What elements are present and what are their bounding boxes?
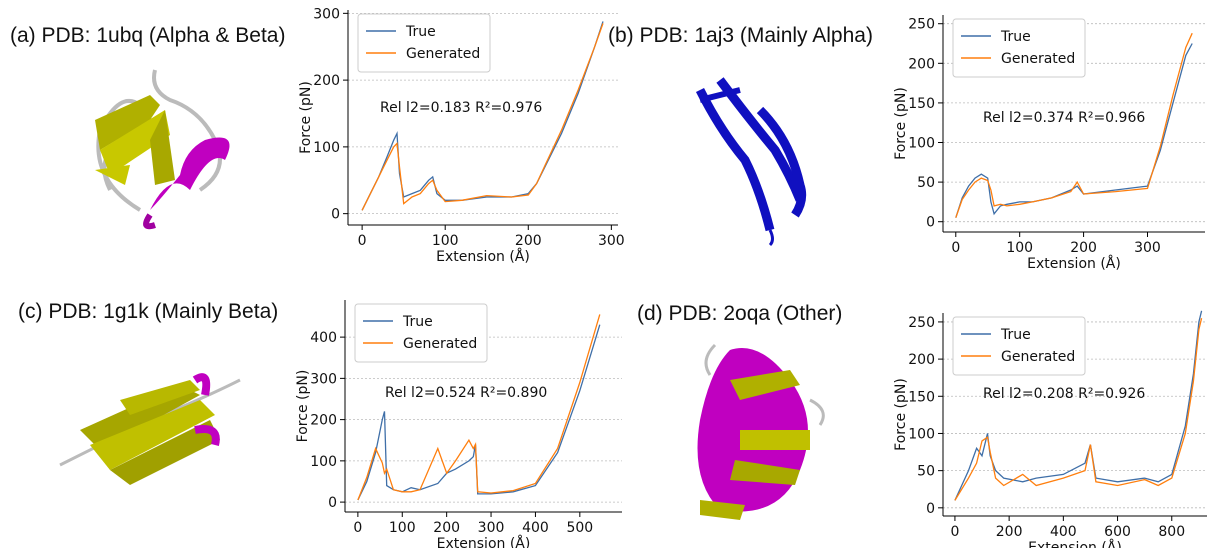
y-axis-label: Force (pN)	[295, 370, 311, 443]
x-tick-label: 0	[951, 240, 960, 256]
x-tick-label: 500	[566, 520, 593, 536]
protein-2oqa	[697, 343, 825, 520]
x-tick-label: 300	[478, 520, 505, 536]
series-line	[954, 310, 1203, 501]
y-tick-label: 0	[328, 495, 337, 511]
legend-label: Generated	[1001, 51, 1075, 67]
y-tick-label: 50	[917, 464, 935, 480]
legend-label: True	[1000, 327, 1031, 343]
y-tick-label: 150	[908, 389, 935, 405]
legend-label: Generated	[1001, 349, 1075, 365]
legend-label: True	[1000, 29, 1031, 45]
y-tick-label: 150	[908, 96, 935, 112]
x-tick-label: 600	[1104, 524, 1131, 540]
legend-box	[354, 303, 488, 363]
y-tick-label: 250	[908, 315, 935, 331]
x-tick-label: 300	[1134, 240, 1161, 256]
x-tick-label: 800	[1158, 524, 1185, 540]
y-tick-label: 300	[313, 6, 340, 22]
legend-box	[952, 316, 1086, 376]
x-axis-label: Extension (Å)	[437, 535, 531, 548]
protein-1ubq	[95, 69, 230, 230]
y-tick-label: 250	[908, 17, 935, 33]
panel-title: (b) PDB: 1aj3 (Mainly Alpha)	[608, 24, 873, 47]
y-tick-label: 100	[908, 426, 935, 442]
panel-title: (c) PDB: 1g1k (Mainly Beta)	[18, 300, 278, 323]
annotation: Rel l2=0.524 R²=0.890	[385, 385, 547, 401]
protein-1g1k	[59, 373, 241, 485]
annotation: Rel l2=0.208 R²=0.926	[983, 386, 1145, 402]
panel-title: (a) PDB: 1ubq (Alpha & Beta)	[10, 24, 285, 47]
annotation: Rel l2=0.183 R²=0.976	[380, 100, 542, 116]
x-tick-label: 400	[1050, 524, 1077, 540]
x-tick-label: 0	[950, 524, 959, 540]
y-axis-label: Force (pN)	[298, 81, 314, 154]
x-tick-label: 0	[358, 233, 367, 249]
y-tick-label: 200	[908, 56, 935, 72]
protein-1aj3	[695, 77, 807, 247]
y-tick-label: 100	[310, 454, 337, 470]
series-line	[954, 318, 1203, 501]
y-axis-label: Force (pN)	[893, 378, 909, 451]
legend-box	[952, 18, 1086, 78]
series-line	[361, 23, 604, 211]
y-tick-label: 200	[310, 413, 337, 429]
annotation: Rel l2=0.374 R²=0.966	[983, 110, 1145, 126]
legend-label: True	[402, 314, 433, 330]
legend-label: Generated	[406, 46, 480, 62]
x-axis-label: Extension (Å)	[436, 248, 530, 265]
x-tick-label: 0	[353, 520, 362, 536]
legend-label: True	[405, 24, 436, 40]
series-line	[357, 314, 601, 501]
y-axis-label: Force (pN)	[893, 87, 909, 160]
y-tick-label: 100	[313, 140, 340, 156]
y-tick-label: 300	[310, 371, 337, 387]
x-tick-label: 200	[996, 524, 1023, 540]
legend-label: Generated	[403, 336, 477, 352]
y-tick-label: 50	[917, 175, 935, 191]
panel-title: (d) PDB: 2oqa (Other)	[637, 302, 842, 325]
y-tick-label: 200	[313, 73, 340, 89]
y-tick-label: 200	[908, 352, 935, 368]
x-axis-label: Extension (Å)	[1028, 539, 1122, 548]
y-tick-label: 0	[331, 207, 340, 223]
x-tick-label: 400	[522, 520, 549, 536]
x-tick-label: 200	[515, 233, 542, 249]
x-tick-label: 100	[389, 520, 416, 536]
x-axis-label: Extension (Å)	[1027, 255, 1121, 272]
series-line	[955, 32, 1193, 218]
y-tick-label: 0	[926, 215, 935, 231]
x-tick-label: 100	[1006, 240, 1033, 256]
legend-box	[357, 13, 491, 73]
x-tick-label: 200	[433, 520, 460, 536]
y-tick-label: 100	[908, 136, 935, 152]
y-tick-label: 0	[926, 501, 935, 517]
y-tick-label: 400	[310, 330, 337, 346]
x-tick-label: 200	[1070, 240, 1097, 256]
x-tick-label: 100	[432, 233, 459, 249]
x-tick-label: 300	[598, 233, 625, 249]
